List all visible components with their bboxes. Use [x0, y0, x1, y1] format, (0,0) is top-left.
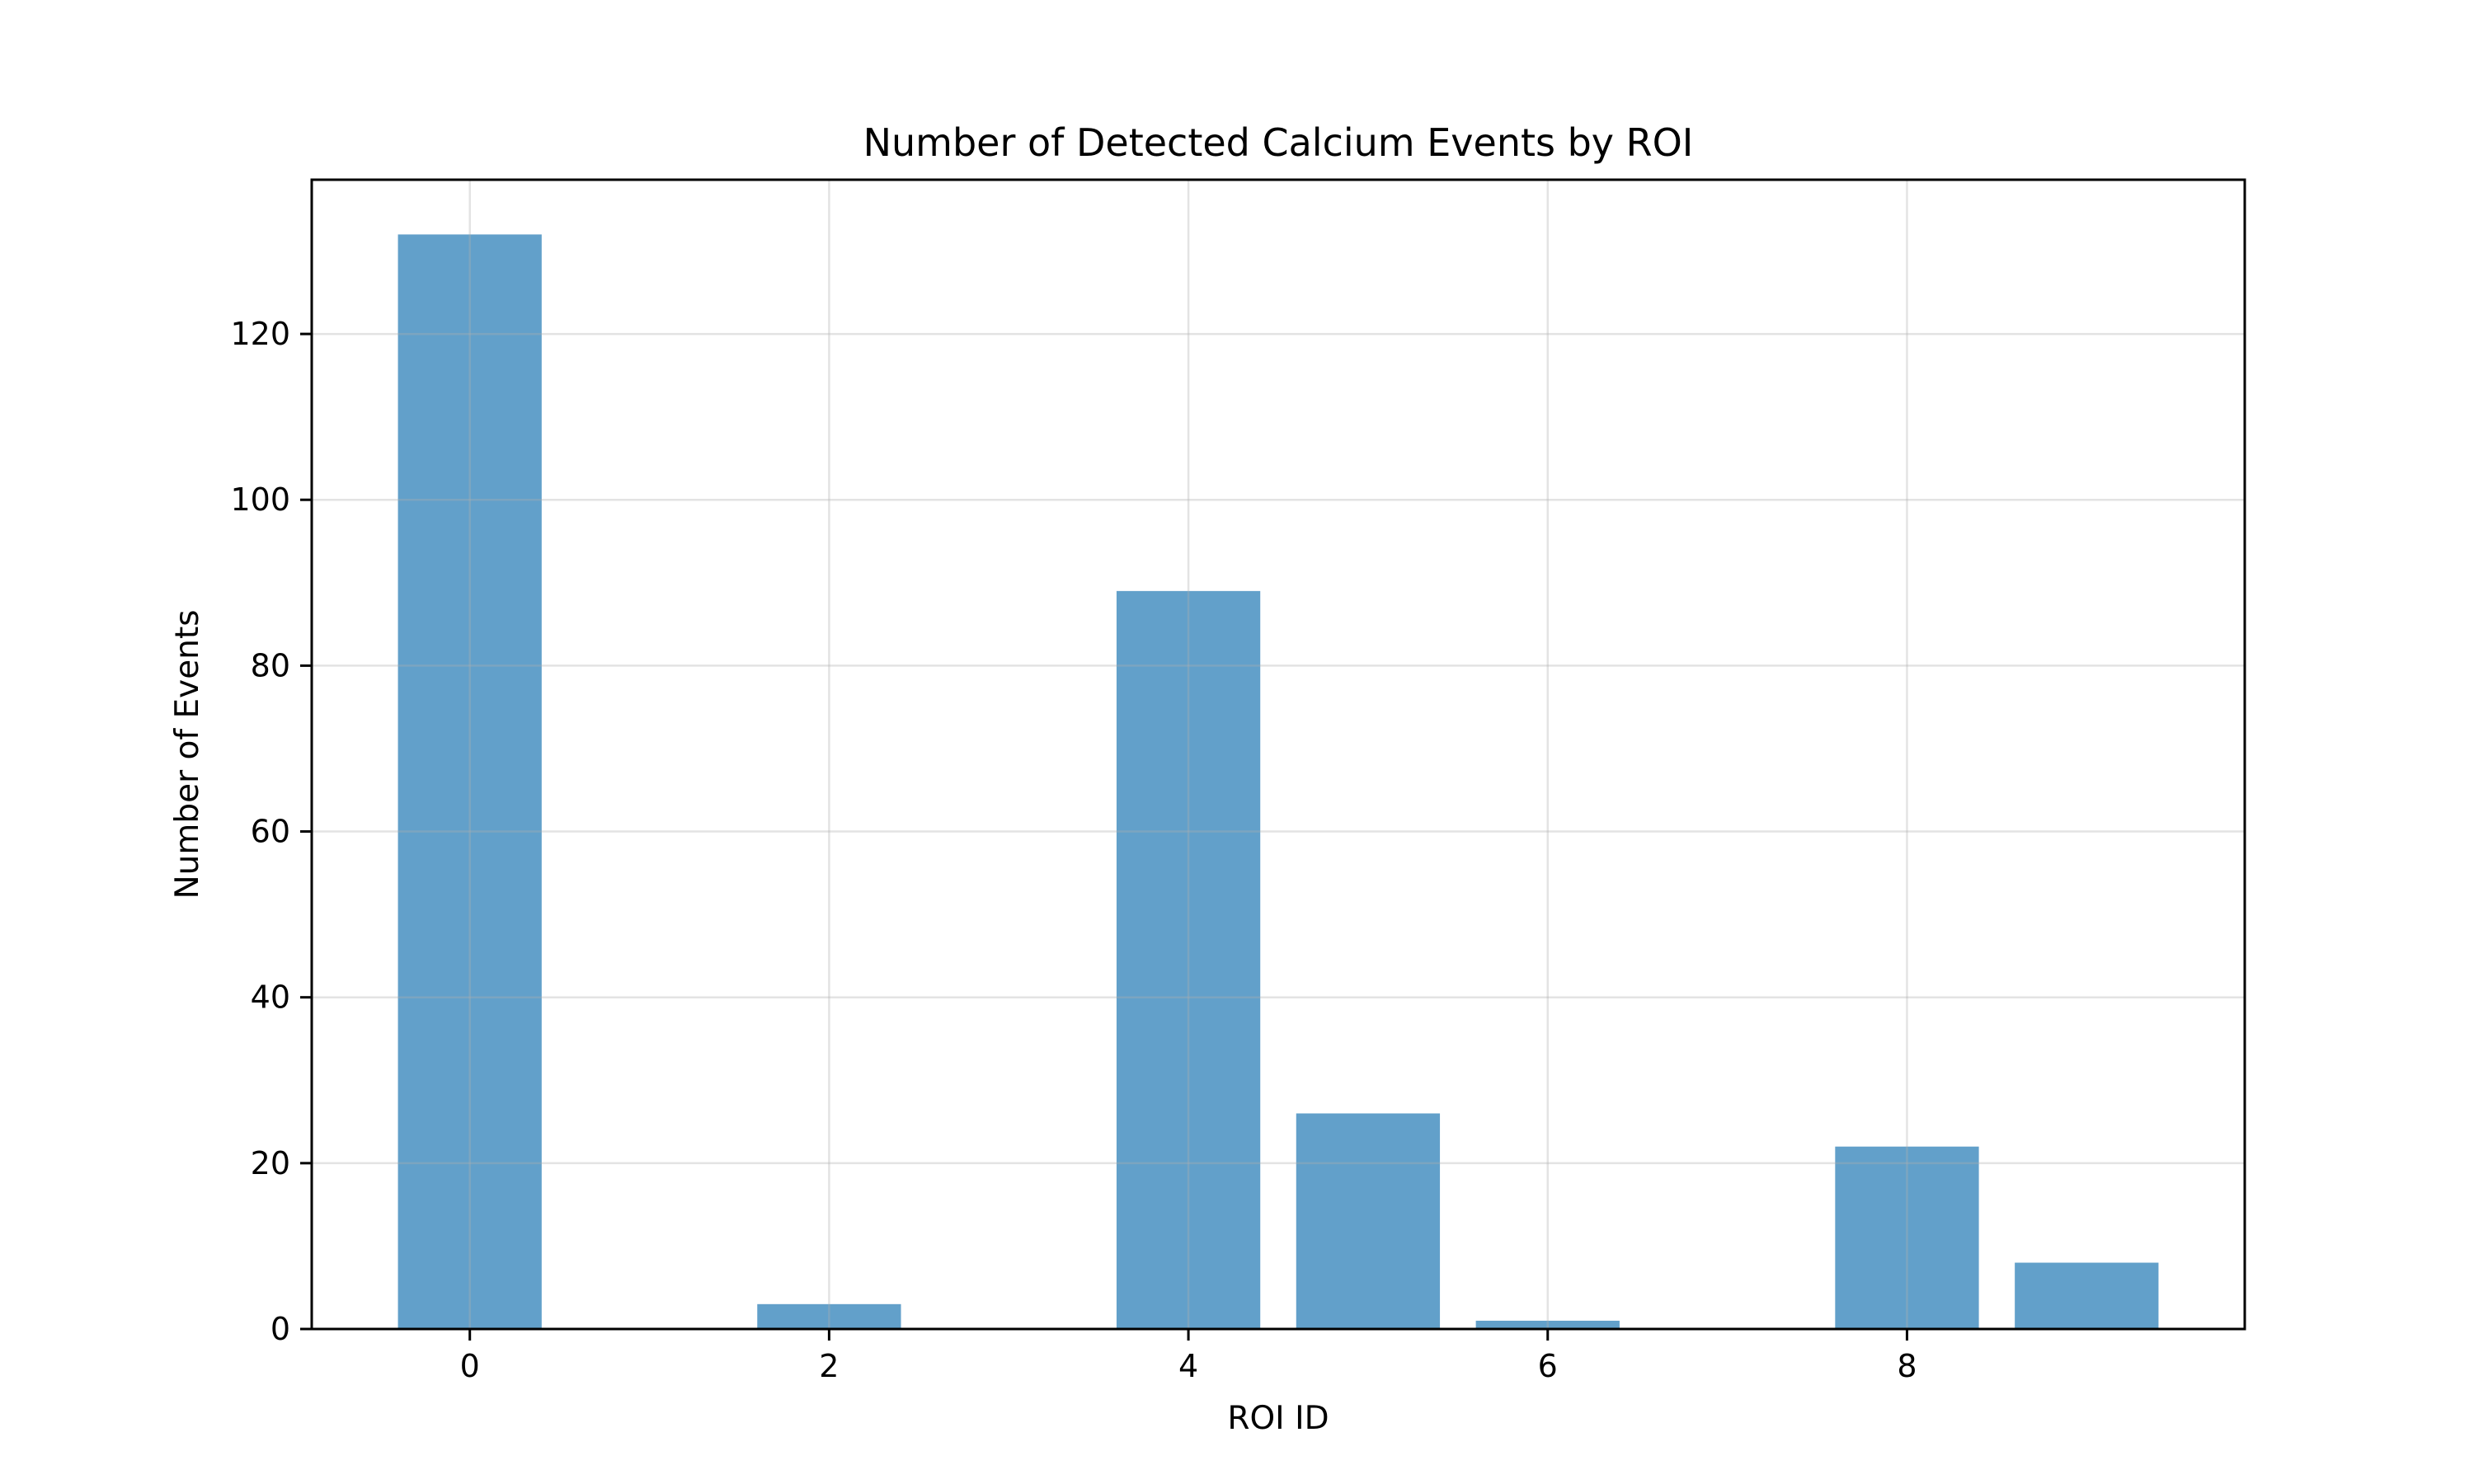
y-tick-label: 40: [251, 979, 290, 1016]
bar-roi-6: [1475, 1320, 1620, 1329]
x-tick-label: 0: [460, 1348, 480, 1384]
x-tick-label: 4: [1178, 1348, 1198, 1384]
bar-roi-4: [1116, 590, 1261, 1329]
bar-roi-2: [757, 1303, 901, 1329]
x-axis-label: ROI ID: [1227, 1400, 1329, 1437]
bar-layer: [397, 234, 2159, 1329]
y-tick-label: 0: [270, 1311, 290, 1347]
y-tick-label: 60: [251, 814, 290, 850]
x-tick-label: 8: [1897, 1348, 1917, 1384]
y-tick-label: 20: [251, 1145, 290, 1181]
x-tick-label: 6: [1538, 1348, 1558, 1384]
y-tick-label: 120: [230, 316, 290, 352]
bar-roi-5: [1296, 1113, 1441, 1329]
x-tick-label: 2: [819, 1348, 839, 1384]
y-tick-label: 80: [251, 647, 290, 683]
plot-frame: [310, 178, 2246, 1331]
chart-title: Number of Detected Calcium Events by ROI: [863, 120, 1694, 165]
bar-roi-8: [1835, 1146, 1979, 1329]
bar-roi-0: [397, 234, 542, 1329]
y-tick-label: 100: [230, 481, 290, 518]
bar-roi-9: [2015, 1262, 2159, 1329]
y-axis-label: Number of Events: [169, 609, 206, 899]
